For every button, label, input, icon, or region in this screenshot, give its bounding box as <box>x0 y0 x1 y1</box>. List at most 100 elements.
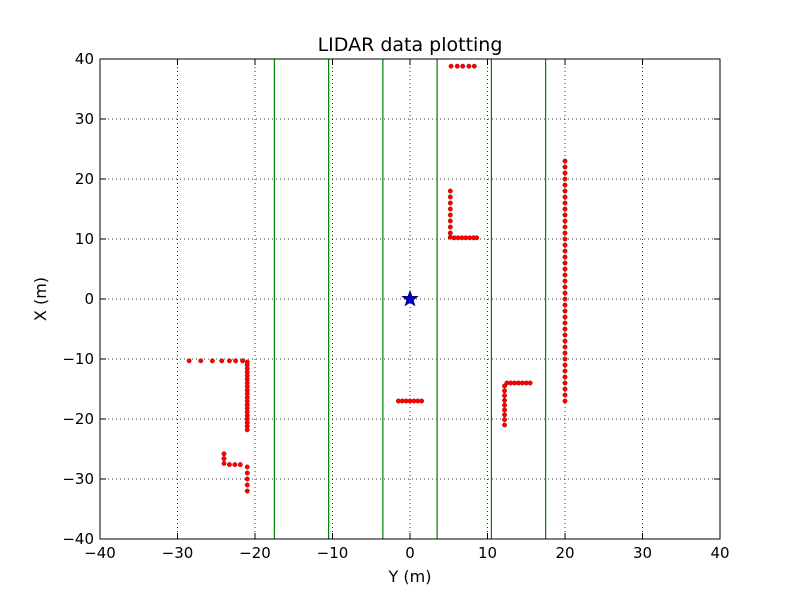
lidar-point <box>244 482 250 488</box>
lidar-point <box>562 290 568 296</box>
y-tick-label: 30 <box>75 110 94 128</box>
lidar-point <box>562 200 568 206</box>
axis-ticks: −40 −30 −20 −10 0 10 20 30 40 −40 −30 −20 −10 0 10 20 30… <box>62 50 729 562</box>
chart-title: LIDAR data plotting <box>318 34 503 56</box>
lidar-point <box>562 254 568 260</box>
lidar-point <box>447 200 453 206</box>
lidar-point <box>219 358 225 364</box>
lidar-point <box>232 462 238 468</box>
lidar-point <box>447 194 453 200</box>
lidar-point <box>562 218 568 224</box>
lidar-point <box>562 308 568 314</box>
lidar-point <box>502 393 507 399</box>
y-tick-label: −30 <box>62 470 94 488</box>
lidar-point <box>471 63 477 69</box>
lidar-point <box>562 158 568 164</box>
lidar-point <box>474 235 480 241</box>
y-tick-label: 40 <box>75 50 94 68</box>
y-axis-title: X (m) <box>31 277 50 321</box>
lidar-point <box>562 248 568 254</box>
lidar-point <box>562 164 568 170</box>
lidar-point <box>221 460 227 466</box>
lidar-point <box>244 427 250 433</box>
ego-star-icon <box>401 289 419 307</box>
lidar-point <box>562 230 568 236</box>
y-tick-label: −20 <box>62 410 94 428</box>
lidar-point <box>562 302 568 308</box>
y-tick-label: 0 <box>84 290 94 308</box>
lidar-point <box>562 272 568 278</box>
lidar-point <box>562 356 568 362</box>
lidar-point <box>562 374 568 380</box>
lidar-point <box>562 344 568 350</box>
lidar-point <box>562 260 568 266</box>
lidar-point <box>562 170 568 176</box>
lidar-point <box>562 392 568 398</box>
lidar-point <box>244 476 250 482</box>
lidar-point <box>562 242 568 248</box>
lidar-point <box>447 218 453 224</box>
lidar-point <box>244 488 250 494</box>
lidar-point <box>454 63 460 69</box>
ego-vehicle-marker <box>401 289 419 307</box>
lidar-point <box>502 388 507 394</box>
lidar-point <box>562 350 568 356</box>
x-tick-label: 30 <box>633 544 652 562</box>
lidar-point <box>562 296 568 302</box>
lidar-point <box>244 464 250 470</box>
x-tick-label: 40 <box>710 544 729 562</box>
x-tick-label: 10 <box>478 544 497 562</box>
lidar-point <box>419 398 425 404</box>
lidar-point <box>460 63 466 69</box>
lidar-point <box>527 380 533 386</box>
lidar-point <box>562 194 568 200</box>
lidar-point <box>562 224 568 230</box>
lidar-point <box>244 470 250 476</box>
y-tick-label: −10 <box>62 350 94 368</box>
lidar-point <box>447 188 453 194</box>
lidar-point <box>562 188 568 194</box>
lidar-point <box>448 63 454 69</box>
lidar-point <box>562 278 568 284</box>
lidar-point <box>209 358 215 364</box>
lidar-point <box>466 63 472 69</box>
lidar-point <box>562 314 568 320</box>
lane-lines <box>273 59 547 539</box>
lidar-point <box>562 362 568 368</box>
lidar-point <box>502 417 507 423</box>
x-tick-label: −40 <box>84 544 116 562</box>
lidar-point <box>562 176 568 182</box>
lidar-point <box>447 230 453 236</box>
lidar-point <box>237 462 243 468</box>
x-axis-title: Y (m) <box>388 567 432 586</box>
y-tick-label: 20 <box>75 170 94 188</box>
x-tick-label: 20 <box>555 544 574 562</box>
lidar-point <box>562 212 568 218</box>
lidar-point <box>186 358 192 364</box>
lidar-point <box>447 224 453 230</box>
lidar-point <box>221 456 227 462</box>
lidar-point <box>447 212 453 218</box>
lidar-point <box>562 284 568 290</box>
x-tick-label: −20 <box>239 544 271 562</box>
x-tick-label: −10 <box>317 544 349 562</box>
lidar-point <box>562 398 568 404</box>
lidar-point <box>226 462 232 468</box>
lidar-point <box>562 380 568 386</box>
lidar-point <box>562 266 568 272</box>
y-tick-label: 10 <box>75 230 94 248</box>
lidar-point <box>221 451 227 457</box>
lidar-point <box>502 397 507 403</box>
lidar-point <box>562 326 568 332</box>
x-tick-label: −30 <box>162 544 194 562</box>
y-tick-label: −40 <box>62 530 94 548</box>
lidar-points <box>186 63 568 494</box>
lidar-point <box>562 332 568 338</box>
lidar-point <box>502 383 507 389</box>
x-tick-label: 0 <box>405 544 415 562</box>
lidar-point <box>198 358 204 364</box>
lidar-point <box>502 407 507 413</box>
lidar-point <box>562 182 568 188</box>
lidar-point <box>502 422 507 428</box>
